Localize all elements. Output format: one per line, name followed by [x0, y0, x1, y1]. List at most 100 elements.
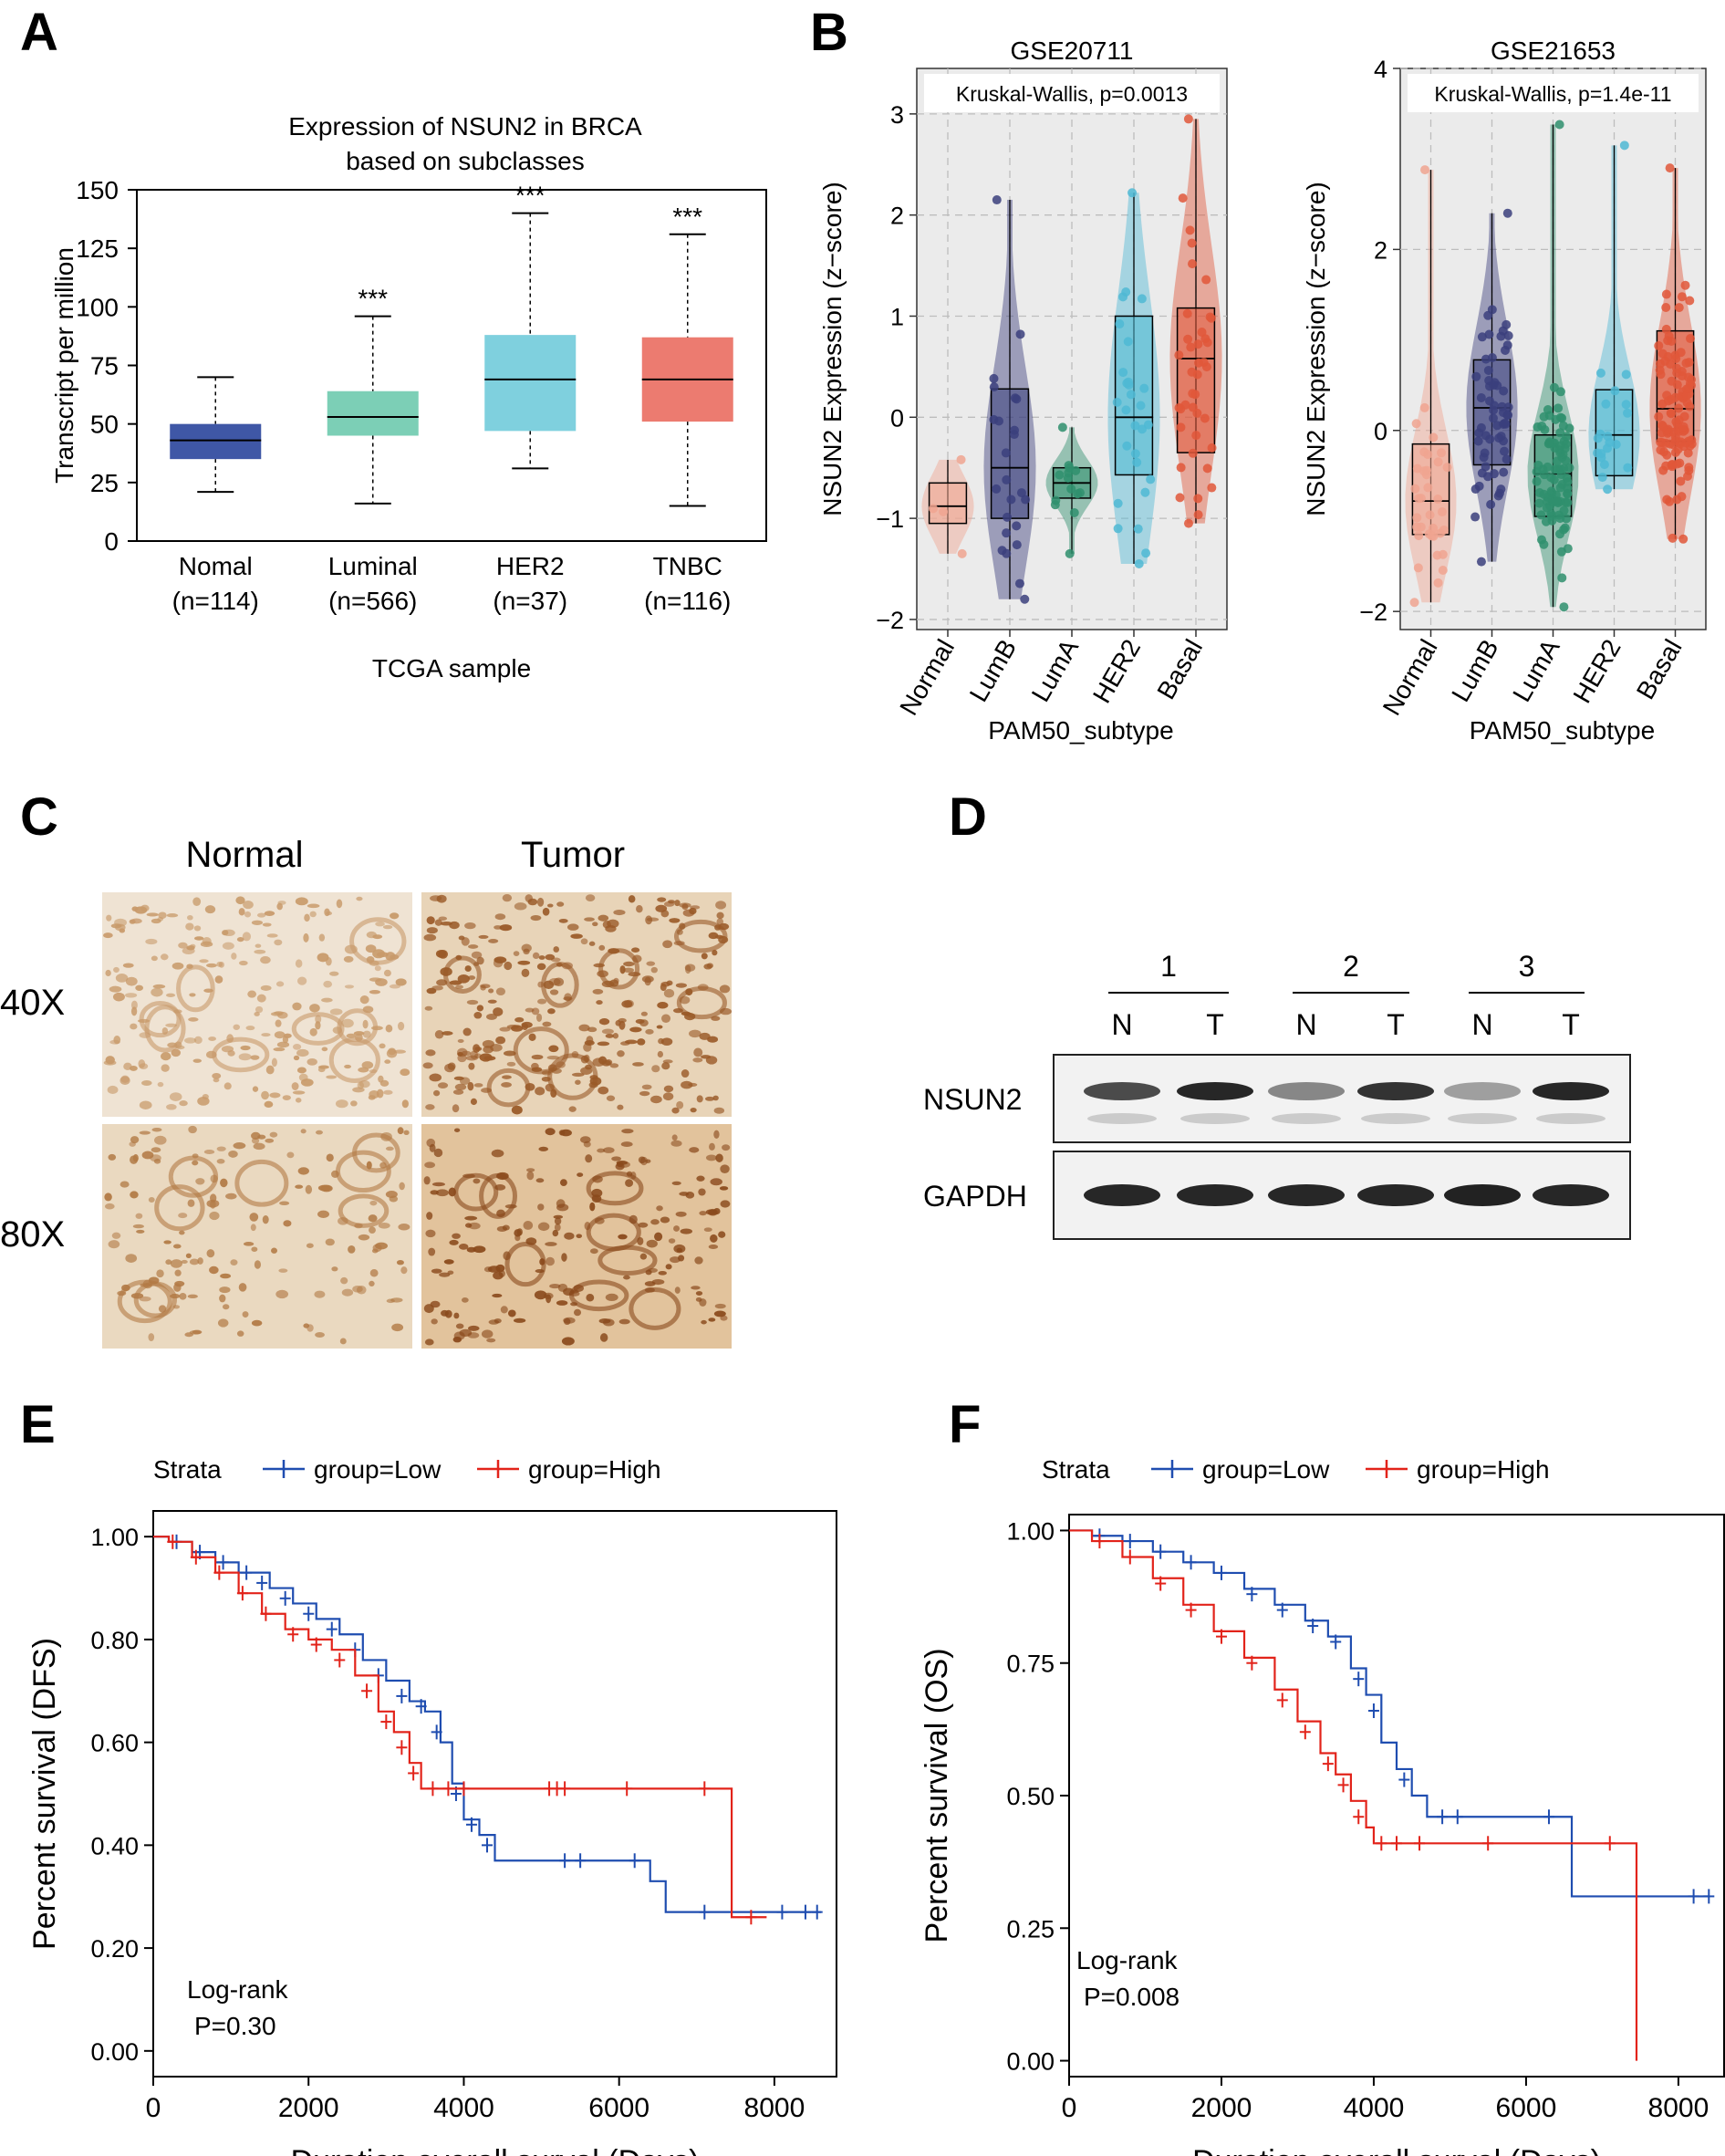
ihc-cell: [597, 1148, 606, 1153]
data-point: [1071, 465, 1081, 475]
survival-curve: [153, 1536, 767, 1919]
ihc-cell: [698, 1188, 706, 1196]
data-point: [1002, 474, 1012, 484]
ihc-cell: [696, 1175, 705, 1182]
ihc-cell: [254, 1011, 260, 1016]
data-point: [1656, 445, 1666, 455]
ihc-cell: [161, 1052, 171, 1061]
ihc-cell: [657, 897, 667, 902]
ihc-cell: [564, 1232, 575, 1240]
ihc-cell: [242, 932, 252, 942]
ihc-cell: [264, 1100, 274, 1109]
data-point: [1676, 476, 1686, 486]
ihc-cell: [344, 984, 355, 989]
ihc-cell: [130, 918, 142, 924]
data-point: [1187, 238, 1197, 248]
data-point: [1665, 163, 1675, 173]
ihc-cell: [379, 1079, 390, 1087]
ihc-cell: [361, 1061, 374, 1069]
data-point: [1486, 499, 1496, 509]
ihc-cell: [641, 1084, 652, 1090]
ihc-cell: [434, 919, 442, 926]
ihc-cell: [552, 1229, 559, 1237]
ihc-cell: [385, 1191, 398, 1199]
ihc-cell: [199, 959, 209, 963]
data-point: [1500, 418, 1510, 428]
data-point: [1487, 305, 1497, 315]
data-point: [1532, 476, 1542, 486]
ihc-cell: [461, 1297, 469, 1303]
data-point: [1499, 467, 1509, 477]
ihc-cell: [295, 1098, 302, 1103]
data-point: [989, 382, 999, 392]
ihc-cell: [598, 1086, 609, 1095]
x-tick-label: Nomal: [179, 552, 253, 580]
data-point: [1503, 410, 1513, 420]
ihc-cell: [513, 1318, 526, 1323]
ihc-cell: [654, 1232, 663, 1242]
ihc-cell: [151, 1127, 162, 1132]
data-point: [1014, 578, 1024, 588]
ihc-cell: [619, 965, 626, 974]
data-point: [1502, 454, 1512, 464]
ihc-cell: [566, 923, 579, 931]
ihc-cell: [390, 1297, 403, 1303]
ihc-cell: [549, 1283, 561, 1289]
data-point: [1685, 296, 1695, 306]
ihc-cell: [535, 1178, 545, 1183]
ihc-cell: [716, 918, 724, 925]
ihc-gland: [569, 1279, 629, 1312]
ihc-cell: [115, 974, 129, 983]
ihc-cell: [271, 1247, 278, 1254]
ihc-cell: [150, 1154, 161, 1162]
chart-title: GSE21653: [1491, 36, 1616, 65]
data-point: [1066, 484, 1076, 494]
ihc-cell: [650, 1095, 662, 1104]
lane-label: N: [1295, 1008, 1316, 1041]
data-point: [1685, 334, 1695, 344]
x-tick-label: 6000: [588, 2093, 649, 2123]
panel-label-b: B: [810, 3, 848, 62]
ihc-cell: [136, 1229, 145, 1234]
ihc-cell: [478, 934, 489, 939]
ihc-cell: [275, 1289, 289, 1299]
ihc-cell: [261, 1033, 271, 1037]
ihc-cell: [335, 1099, 348, 1109]
data-point: [1655, 365, 1665, 375]
y-axis-label: NSUN2 Expression (z−score): [1302, 182, 1330, 516]
ihc-cell: [578, 1024, 590, 1032]
ihc-cell: [269, 1131, 278, 1138]
ihc-cell: [690, 905, 701, 910]
ihc-cell: [530, 915, 542, 922]
data-point: [1539, 539, 1549, 549]
ihc-cell: [251, 920, 264, 925]
ihc-gland: [479, 1172, 518, 1219]
ihc-cell: [213, 1078, 220, 1083]
ihc-gland: [338, 1193, 390, 1228]
y-tick-label: 0.75: [1006, 1651, 1055, 1678]
ihc-cell: [521, 968, 530, 977]
ihc-cell: [486, 1338, 496, 1343]
ihc-cell: [430, 895, 442, 901]
data-point: [1113, 524, 1123, 534]
ihc-cell: [646, 917, 660, 922]
data-point: [1064, 461, 1074, 471]
data-point: [1437, 507, 1447, 517]
ihc-cell: [538, 955, 546, 960]
data-point: [1599, 460, 1609, 470]
ihc-cell: [181, 1259, 188, 1265]
sample-group-label: 3: [1519, 950, 1535, 983]
annotation-bg: [924, 74, 1220, 112]
ihc-cell: [104, 1203, 115, 1210]
x-axis-label: TCGA sample: [372, 654, 531, 682]
ihc-cell: [193, 936, 204, 941]
ihc-cell: [715, 1153, 723, 1162]
data-point: [1596, 453, 1606, 463]
ihc-cell: [546, 1055, 560, 1060]
ihc-cell: [546, 1256, 555, 1266]
ihc-column-label: Normal: [186, 835, 304, 875]
x-tick-label: 4000: [433, 2093, 494, 2123]
ihc-cell: [705, 1154, 717, 1161]
x-tick-label: LumB: [964, 635, 1022, 707]
ihc-cell: [491, 1149, 504, 1158]
